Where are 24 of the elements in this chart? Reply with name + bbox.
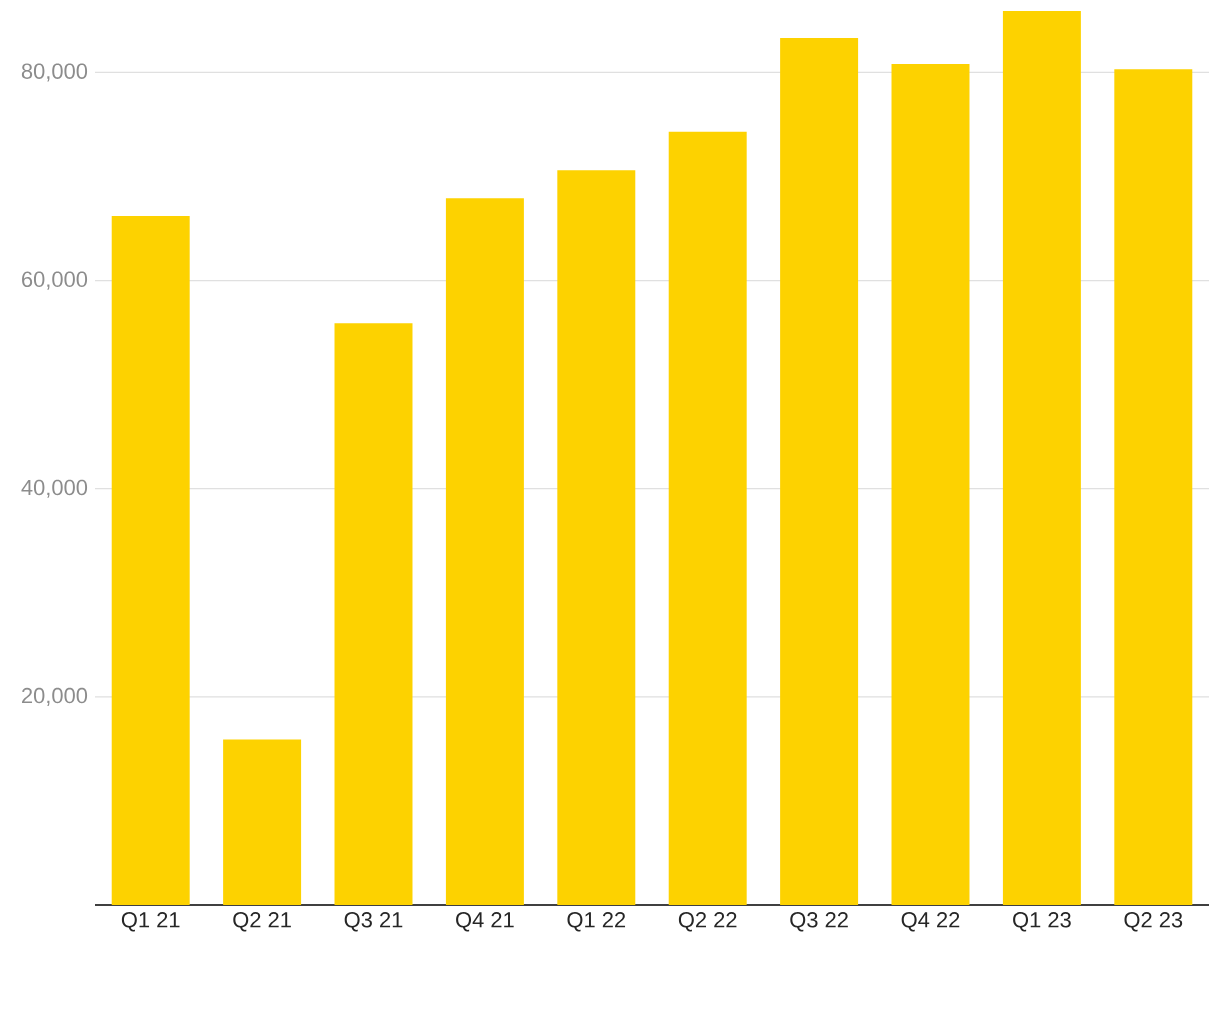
bar: [334, 323, 413, 905]
bar: [780, 38, 859, 905]
x-tick-label: Q1 21: [121, 912, 180, 932]
bar: [557, 170, 636, 905]
bar: [223, 739, 302, 905]
x-tick-label: Q2 23: [1124, 912, 1183, 932]
bar: [1114, 69, 1193, 905]
bar: [891, 64, 970, 905]
y-tick-label: 20,000: [22, 687, 88, 706]
x-tick-label: Q2 21: [233, 912, 291, 932]
y-tick-label: 40,000: [21, 479, 88, 498]
x-tick-label: Q3 22: [790, 912, 848, 932]
x-tick-label: Q1 22: [567, 912, 626, 932]
bar: [668, 131, 747, 905]
x-tick-label: Q4 21: [456, 912, 514, 932]
x-tick-label: Q4 22: [901, 912, 960, 932]
bar: [1002, 11, 1081, 905]
y-tick-label: 60,000: [22, 271, 88, 290]
x-tick-label: Q2 22: [678, 912, 737, 932]
x-tick-label: Q3 21: [344, 912, 403, 932]
bar: [111, 216, 190, 905]
bar: [445, 198, 524, 905]
y-tick-label: 80,000: [21, 63, 88, 82]
x-tick-label: Q1 23: [1013, 912, 1071, 932]
